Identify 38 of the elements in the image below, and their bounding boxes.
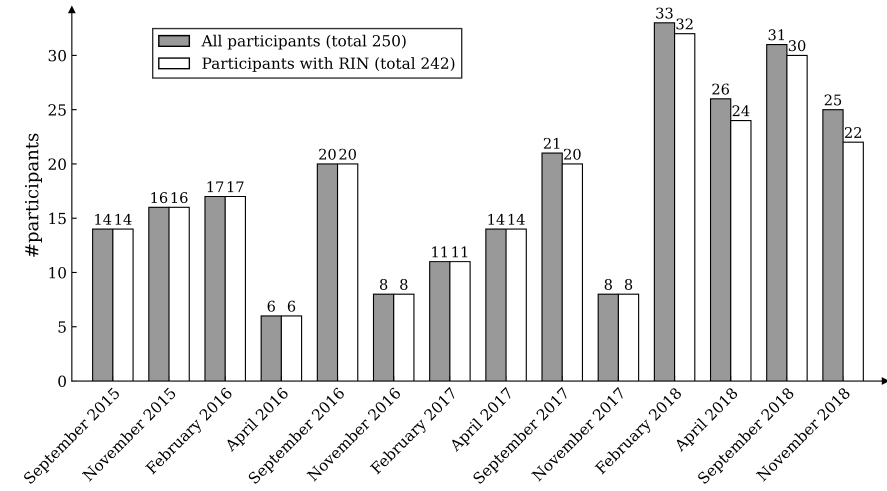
- data-label: 16: [172, 192, 188, 204]
- data-label: 8: [624, 278, 632, 290]
- data-label: 20: [564, 148, 581, 160]
- legend-label: Participants with RIN (total 242): [202, 57, 454, 72]
- data-label: 8: [400, 278, 408, 290]
- legend-label: All participants (total 250): [201, 34, 406, 50]
- data-label: 14: [508, 214, 525, 225]
- data-label: 8: [380, 278, 388, 290]
- y-tick-label: 10: [49, 266, 66, 278]
- data-label: 33: [656, 8, 673, 19]
- data-label: 8: [604, 278, 612, 290]
- y-tick-label: 5: [58, 321, 66, 333]
- data-label: 14: [115, 214, 132, 225]
- data-label: 30: [788, 40, 806, 52]
- y-axis-title: #participants: [24, 134, 42, 257]
- y-tick-label: 15: [49, 212, 66, 224]
- y-tick-label: 20: [48, 158, 66, 170]
- y-tick-label: 25: [48, 104, 66, 116]
- data-label: 14: [488, 214, 504, 225]
- data-label: 17: [228, 181, 244, 192]
- data-label: 11: [432, 246, 447, 258]
- data-label: 24: [732, 105, 750, 116]
- data-label: 17: [208, 181, 224, 192]
- data-label: 22: [844, 126, 862, 138]
- data-label: 31: [768, 29, 784, 40]
- data-label: 32: [676, 18, 693, 30]
- data-label: 25: [824, 94, 842, 106]
- data-label: 14: [95, 214, 112, 225]
- data-label: 16: [151, 192, 168, 204]
- data-label: 20: [339, 148, 356, 160]
- data-label: 21: [544, 138, 560, 149]
- data-label: 26: [712, 84, 729, 95]
- y-tick-label: 30: [48, 50, 66, 62]
- data-label: 6: [268, 300, 275, 312]
- data-label: 6: [288, 300, 296, 312]
- data-label: 20: [319, 148, 336, 160]
- y-tick-label: 0: [58, 375, 66, 388]
- data-label: 11: [452, 246, 468, 258]
